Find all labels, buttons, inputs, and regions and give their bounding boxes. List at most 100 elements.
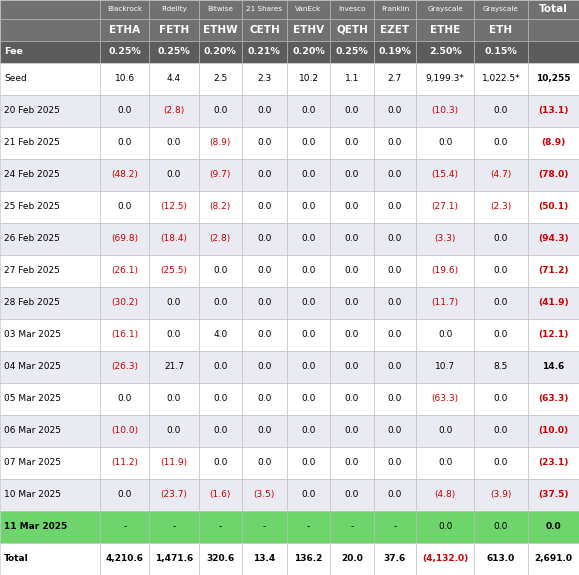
Text: 0.0: 0.0	[301, 394, 316, 404]
Bar	[242, 255, 287, 287]
Text: ETH: ETH	[489, 25, 512, 35]
Bar	[416, 159, 474, 191]
Text: 0.0: 0.0	[257, 235, 272, 243]
Text: (50.1): (50.1)	[538, 202, 569, 212]
Text: (11.9): (11.9)	[160, 458, 188, 467]
Text: (41.9): (41.9)	[538, 298, 569, 308]
Text: FETH: FETH	[159, 25, 189, 35]
Bar	[373, 127, 416, 159]
Bar	[527, 191, 579, 223]
Bar	[330, 0, 373, 19]
Text: (19.6): (19.6)	[431, 266, 459, 275]
Text: 0.0: 0.0	[388, 298, 402, 308]
Text: 0.25%: 0.25%	[157, 47, 190, 56]
Bar	[416, 127, 474, 159]
Text: Seed: Seed	[4, 74, 27, 83]
Text: 0.15%: 0.15%	[485, 47, 517, 56]
Bar	[149, 351, 199, 383]
Text: 0.0: 0.0	[301, 235, 316, 243]
Text: Blackrock: Blackrock	[107, 6, 142, 13]
Bar	[416, 191, 474, 223]
Bar	[527, 479, 579, 511]
Text: (11.2): (11.2)	[111, 458, 138, 467]
Text: 0.0: 0.0	[213, 298, 228, 308]
Bar	[100, 41, 149, 63]
Text: 0.0: 0.0	[167, 139, 181, 147]
Text: 0.0: 0.0	[438, 331, 452, 339]
Text: Total: Total	[4, 554, 29, 564]
Text: 2.50%: 2.50%	[429, 47, 461, 56]
Bar	[330, 191, 373, 223]
Text: VanEck: VanEck	[295, 6, 321, 13]
Text: 0.0: 0.0	[494, 235, 508, 243]
Text: 0.0: 0.0	[494, 523, 508, 531]
Bar	[527, 351, 579, 383]
Bar	[0, 255, 100, 287]
Text: 37.6: 37.6	[384, 554, 406, 564]
Bar	[330, 223, 373, 255]
Bar	[100, 19, 149, 41]
Bar	[474, 511, 527, 543]
Text: 21 Feb 2025: 21 Feb 2025	[4, 139, 60, 147]
Text: (10.0): (10.0)	[538, 427, 569, 435]
Text: (3.3): (3.3)	[434, 235, 456, 243]
Bar	[100, 159, 149, 191]
Text: (4.7): (4.7)	[490, 170, 511, 179]
Text: 0.0: 0.0	[257, 202, 272, 212]
Text: 0.0: 0.0	[494, 106, 508, 116]
Bar	[330, 127, 373, 159]
Bar	[527, 287, 579, 319]
Bar	[527, 127, 579, 159]
Text: 10.6: 10.6	[115, 74, 135, 83]
Bar	[373, 319, 416, 351]
Bar	[100, 191, 149, 223]
Bar	[149, 95, 199, 127]
Text: Bitwise: Bitwise	[207, 6, 233, 13]
Bar	[287, 19, 330, 41]
Bar	[199, 255, 242, 287]
Bar	[330, 479, 373, 511]
Bar	[0, 351, 100, 383]
Text: 03 Mar 2025: 03 Mar 2025	[4, 331, 61, 339]
Bar	[0, 19, 100, 41]
Text: ETHE: ETHE	[430, 25, 460, 35]
Bar	[527, 383, 579, 415]
Text: 0.0: 0.0	[345, 139, 359, 147]
Text: 0.0: 0.0	[494, 427, 508, 435]
Bar	[287, 319, 330, 351]
Bar	[242, 95, 287, 127]
Text: Franklin: Franklin	[381, 6, 409, 13]
Text: -: -	[307, 523, 310, 531]
Bar	[149, 127, 199, 159]
Text: 0.0: 0.0	[388, 266, 402, 275]
Bar	[527, 95, 579, 127]
Text: (78.0): (78.0)	[538, 170, 569, 179]
Text: (69.8): (69.8)	[111, 235, 138, 243]
Bar	[373, 223, 416, 255]
Text: (30.2): (30.2)	[111, 298, 138, 308]
Bar	[287, 447, 330, 479]
Text: 0.0: 0.0	[438, 427, 452, 435]
Text: 0.0: 0.0	[213, 362, 228, 371]
Bar	[474, 19, 527, 41]
Bar	[149, 511, 199, 543]
Bar	[199, 159, 242, 191]
Text: (26.1): (26.1)	[111, 266, 138, 275]
Bar	[474, 191, 527, 223]
Bar	[0, 479, 100, 511]
Text: 0.0: 0.0	[257, 170, 272, 179]
Bar	[100, 319, 149, 351]
Text: (2.8): (2.8)	[163, 106, 185, 116]
Bar	[287, 0, 330, 19]
Bar	[242, 223, 287, 255]
Bar	[100, 127, 149, 159]
Text: 0.0: 0.0	[167, 427, 181, 435]
Text: 1,471.6: 1,471.6	[155, 554, 193, 564]
Bar	[373, 511, 416, 543]
Bar	[100, 351, 149, 383]
Text: (1.6): (1.6)	[210, 490, 231, 500]
Text: 0.0: 0.0	[301, 427, 316, 435]
Text: 0.0: 0.0	[167, 298, 181, 308]
Text: 4,210.6: 4,210.6	[106, 554, 144, 564]
Text: 0.0: 0.0	[301, 298, 316, 308]
